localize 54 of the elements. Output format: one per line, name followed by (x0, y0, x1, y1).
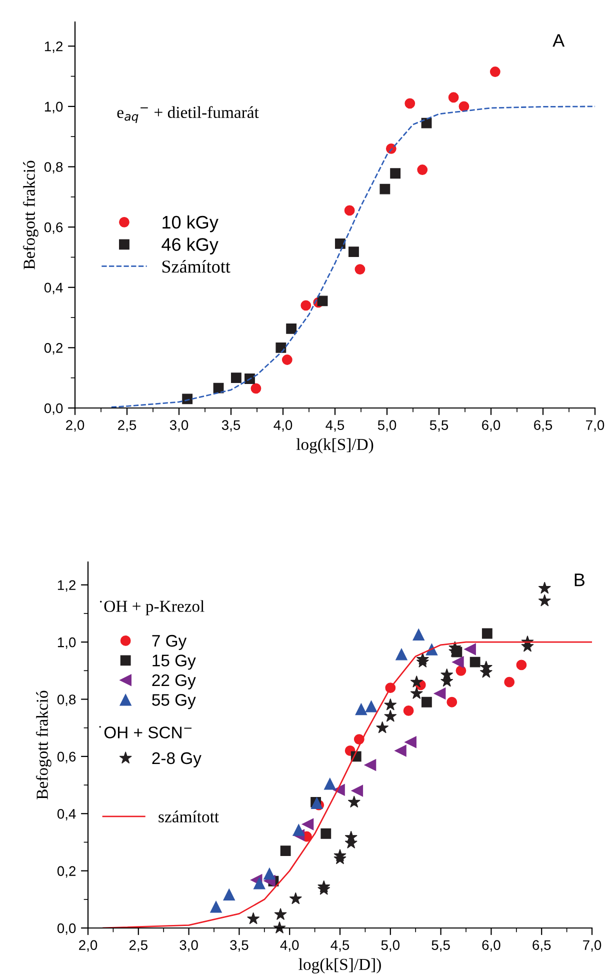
y-tick-label: 0,4 (57, 808, 76, 820)
legend-label: 22 Gy (152, 674, 196, 690)
x-tick-label: 6,0 (482, 940, 500, 952)
x-axis-title: log(k[S]/D]) (298, 958, 381, 974)
x-tick-label: 2,0 (66, 420, 84, 432)
y-tick-label: 0,0 (44, 403, 63, 415)
legend-label: Számított (162, 260, 230, 273)
y-tick-label: 0,6 (57, 752, 76, 764)
y-axis-title: Befogott frakció (36, 690, 52, 800)
annotation: ˙OH + SCN$^{−}$ (99, 726, 192, 738)
x-tick-label: 6,0 (482, 420, 500, 432)
y-axis-title: Befogott frakció (23, 160, 38, 270)
legend-label: 2-8 Gy (152, 752, 202, 768)
annotation: A (552, 34, 565, 47)
y-tick-label: 0,8 (57, 694, 76, 706)
x-axis-title: log(k[S]/D) (296, 438, 374, 454)
x-tick-label: 2,5 (129, 940, 148, 952)
x-tick-label: 4,5 (330, 940, 350, 952)
y-tick-label: 0,0 (57, 923, 76, 935)
x-tick-label: 3,5 (222, 420, 240, 432)
y-tick-label: 0,8 (44, 162, 63, 174)
x-tick-label: 7,0 (583, 940, 602, 952)
y-tick-label: 1,0 (44, 102, 63, 114)
y-tick-label: 0,2 (57, 866, 76, 878)
x-tick-label: 7,0 (586, 420, 604, 432)
legend-label: 15 Gy (152, 654, 196, 670)
legend-label: számított (158, 810, 220, 822)
y-tick-label: 1,2 (44, 41, 62, 53)
legend-label: 10 kGy (162, 215, 218, 232)
y-tick-label: 0,6 (44, 222, 63, 234)
y-tick-label: 1,2 (58, 580, 76, 592)
annotation: ˙OH + p-Krezol (100, 600, 204, 616)
x-tick-label: 4,0 (274, 420, 292, 432)
legend-label: 7 Gy (152, 634, 187, 650)
x-tick-label: 6,5 (532, 940, 551, 952)
x-tick-label: 2,0 (79, 940, 98, 952)
x-tick-label: 6,5 (534, 420, 552, 432)
x-tick-label: 4,0 (280, 940, 299, 952)
x-tick-label: 2,5 (118, 420, 136, 432)
legend-label: 55 Gy (152, 694, 196, 710)
annotation: B (574, 574, 584, 586)
y-tick-label: 0,4 (44, 282, 63, 294)
x-tick-label: 5,5 (432, 940, 450, 952)
x-tick-label: 3,0 (170, 420, 188, 432)
legend-label: 46 kGy (162, 238, 218, 254)
x-tick-label: 5,5 (430, 420, 448, 432)
x-tick-label: 4,5 (326, 420, 344, 432)
x-tick-label: 5,0 (378, 420, 396, 432)
x-tick-label: 3,5 (230, 940, 248, 952)
x-tick-label: 5,0 (381, 940, 400, 952)
x-tick-label: 3,0 (180, 940, 198, 952)
annotation: e$_{aq}$$^{−}$ + dietil-fumarát (117, 106, 259, 124)
y-tick-label: 0,2 (44, 343, 62, 354)
y-tick-label: 1,0 (58, 637, 76, 649)
